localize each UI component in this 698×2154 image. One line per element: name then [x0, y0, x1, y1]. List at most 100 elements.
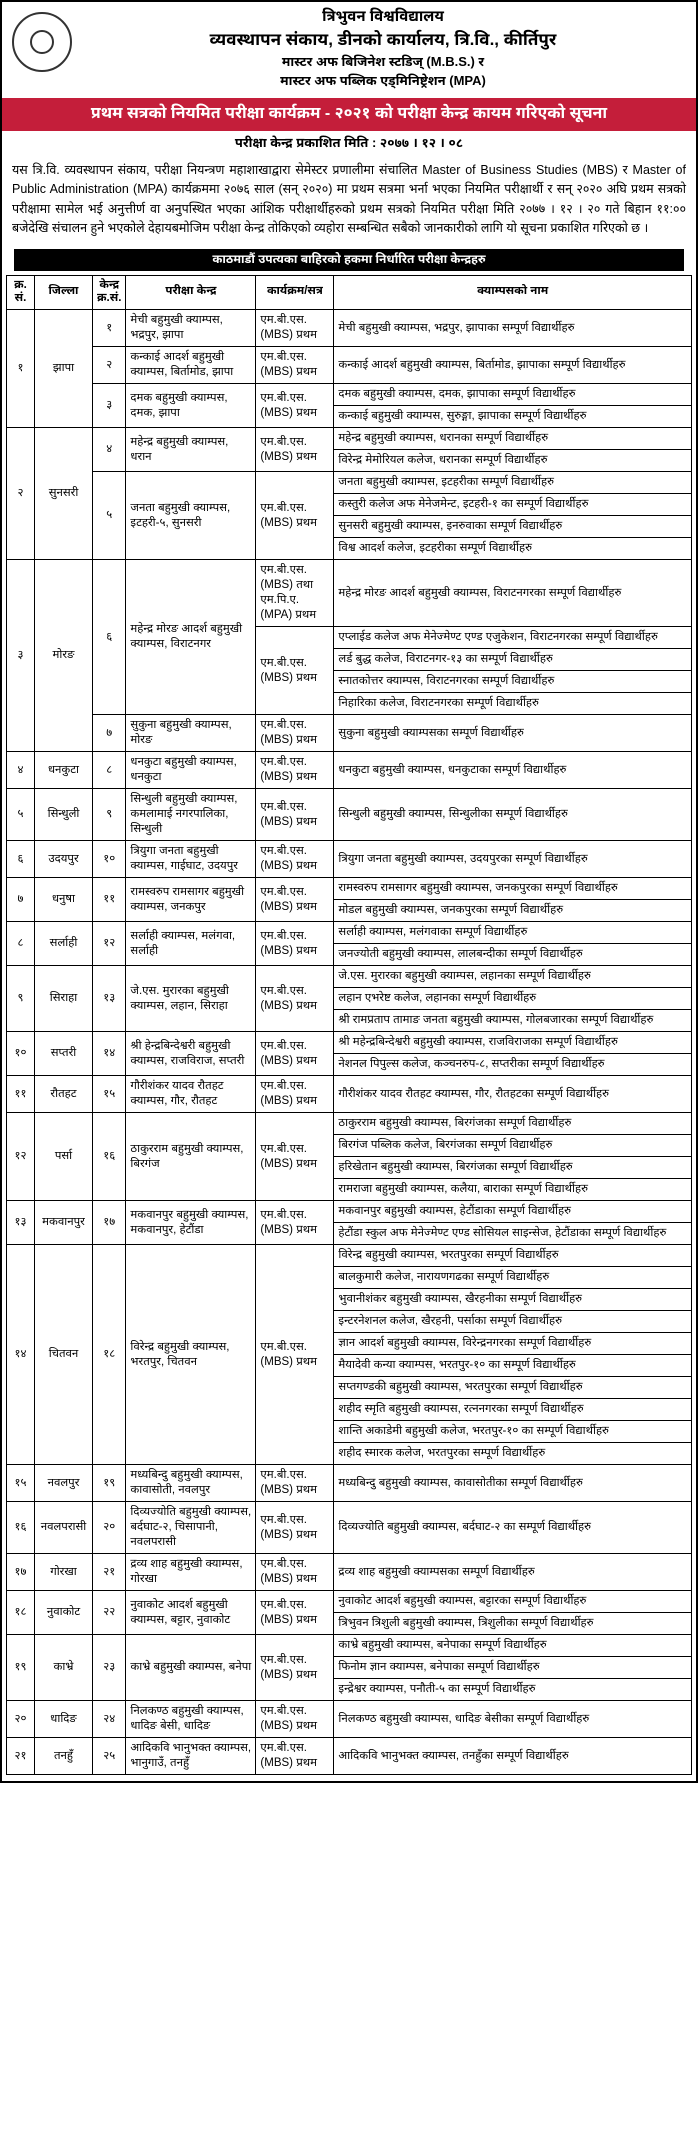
- cell-program: एम.बी.एस. (MBS) प्रथम: [256, 627, 334, 715]
- cell-campus: बालकुमारी कलेज, नारायणगढका सम्पूर्ण विद्…: [334, 1267, 692, 1289]
- cell-center: गौरीशंकर यादव रौतहट क्याम्पस, गौर, रौतहट: [126, 1076, 256, 1113]
- cell-program: एम.बी.एस. (MBS) प्रथम: [256, 789, 334, 841]
- cell-program: एम.बी.एस. (MBS) प्रथम: [256, 922, 334, 966]
- cell-campus: मोडल बहुमुखी क्याम्पस, जनकपुरका सम्पूर्ण…: [334, 900, 692, 922]
- cell-center: आदिकवि भानुभक्त क्याम्पस, भानुगाउँ, तनहु…: [126, 1738, 256, 1775]
- cell-sn: ९: [7, 966, 35, 1032]
- cell-sn: ७: [7, 878, 35, 922]
- notice-paragraph: यस त्रि.वि. व्यवस्थापन संकाय, परीक्षा नि…: [2, 157, 696, 247]
- cell-campus: रामस्वरुप रामसागर बहुमुखी क्याम्पस, जनकप…: [334, 878, 692, 900]
- table-row: २सुनसरी४महेन्द्र बहुमुखी क्याम्पस, धरानए…: [7, 428, 692, 450]
- cell-campus: निलकण्ठ बहुमुखी क्याम्पस, धादिङ बेसीका स…: [334, 1701, 692, 1738]
- cell-campus: जनता बहुमुखी क्याम्पस, इटहरीका सम्पूर्ण …: [334, 472, 692, 494]
- cell-campus: सर्लाही क्याम्पस, मलंगवाका सम्पूर्ण विद्…: [334, 922, 692, 944]
- table-header-row: क्र. सं. जिल्ला केन्द्र क्र.सं. परीक्षा …: [7, 275, 692, 310]
- cell-center: श्री हेन्द्रबिन्देश्वरी बहुमुखी क्याम्पस…: [126, 1032, 256, 1076]
- cell-campus: भुवानीशंकर बहुमुखी क्याम्पस, खैरहनीका सम…: [334, 1289, 692, 1311]
- cell-campus: जनज्योती बहुमुखी क्याम्पस, लालबन्दीका सम…: [334, 944, 692, 966]
- cell-district: उदयपुर: [35, 841, 93, 878]
- cell-program: एम.बी.एस. (MBS) प्रथम: [256, 1738, 334, 1775]
- cell-center: सिन्धुली बहुमुखी क्याम्पस, कमलामाई नगरपा…: [126, 789, 256, 841]
- cell-center-no: ८: [93, 752, 126, 789]
- cell-sn: ८: [7, 922, 35, 966]
- cell-district: नवलपरासी: [35, 1502, 93, 1554]
- cell-center-no: १३: [93, 966, 126, 1032]
- cell-campus: महेन्द्र मोरङ आदर्श बहुमुखी क्याम्पस, वि…: [334, 560, 692, 627]
- cell-program: एम.बी.एस. (MBS) प्रथम: [256, 384, 334, 428]
- table-row: २०धादिङ२४निलकण्ठ बहुमुखी क्याम्पस, धादिङ…: [7, 1701, 692, 1738]
- cell-center: त्रियुगा जनता बहुमुखी क्याम्पस, गाईघाट, …: [126, 841, 256, 878]
- table-row: २१तनहुँ२५आदिकवि भानुभक्त क्याम्पस, भानुग…: [7, 1738, 692, 1775]
- table-row: ६उदयपुर१०त्रियुगा जनता बहुमुखी क्याम्पस,…: [7, 841, 692, 878]
- cell-sn: १४: [7, 1245, 35, 1465]
- cell-sn: २: [7, 428, 35, 560]
- cell-campus: मेची बहुमुखी क्याम्पस, भद्रपुर, झापाका स…: [334, 310, 692, 347]
- cell-campus: बिरगंज पब्लिक कलेज, बिरगंजका सम्पूर्ण वि…: [334, 1135, 692, 1157]
- cell-center-no: १५: [93, 1076, 126, 1113]
- cell-sn: ३: [7, 560, 35, 752]
- cell-campus: सप्तगण्डकी बहुमुखी क्याम्पस, भरतपुरका सम…: [334, 1377, 692, 1399]
- cell-program: एम.बी.एस. (MBS) प्रथम: [256, 1701, 334, 1738]
- table-row: १८नुवाकोट२२नुवाकोट आदर्श बहुमुखी क्याम्प…: [7, 1591, 692, 1613]
- cell-program: एम.बी.एस. (MBS) प्रथम: [256, 715, 334, 752]
- cell-center-no: १७: [93, 1201, 126, 1245]
- cell-center: मध्यबिन्दु बहुमुखी क्याम्पस, कावासोती, न…: [126, 1465, 256, 1502]
- cell-district: धनुषा: [35, 878, 93, 922]
- cell-program: एम.बी.एस. (MBS) प्रथम: [256, 1502, 334, 1554]
- cell-campus: कस्तुरी कलेज अफ मेनेजमेन्ट, इटहरी-१ का स…: [334, 494, 692, 516]
- cell-campus: लहान एभरेष्ट कलेज, लहानका सम्पूर्ण विद्य…: [334, 988, 692, 1010]
- cell-sn: १३: [7, 1201, 35, 1245]
- cell-campus: नेशनल पिपुल्स कलेज, कञ्चनरुप-८, सप्तरीका…: [334, 1054, 692, 1076]
- cell-district: सर्लाही: [35, 922, 93, 966]
- table-row: १७गोरखा२१द्रव्य शाह बहुमुखी क्याम्पस, गो…: [7, 1554, 692, 1591]
- col-program: कार्यक्रम/सत्र: [256, 275, 334, 310]
- cell-center-no: २२: [93, 1591, 126, 1635]
- cell-center-no: २३: [93, 1635, 126, 1701]
- cell-center: ठाकुरराम बहुमुखी क्याम्पस, बिरगंज: [126, 1113, 256, 1201]
- program-line-2: मास्टर अफ पब्लिक एड्मिनिष्ट्रेशन (MPA): [80, 73, 686, 91]
- cell-campus: सुकुना बहुमुखी क्याम्पसका सम्पूर्ण विद्य…: [334, 715, 692, 752]
- office-name: व्यवस्थापन संकाय, डीनको कार्यालय, त्रि.व…: [80, 30, 686, 52]
- cell-sn: ४: [7, 752, 35, 789]
- cell-campus: सुनसरी बहुमुखी क्याम्पस, इनरुवाका सम्पूर…: [334, 516, 692, 538]
- cell-campus: शहीद स्मारक कलेज, भरतपुरका सम्पूर्ण विद्…: [334, 1443, 692, 1465]
- cell-campus: ज्ञान आदर्श बहुमुखी क्याम्पस, विरेन्द्रन…: [334, 1333, 692, 1355]
- cell-center-no: २१: [93, 1554, 126, 1591]
- cell-center: कन्काई आदर्श बहुमुखी क्याम्पस, बिर्तामोड…: [126, 347, 256, 384]
- table-row: १५नवलपुर१९मध्यबिन्दु बहुमुखी क्याम्पस, क…: [7, 1465, 692, 1502]
- cell-sn: १२: [7, 1113, 35, 1201]
- cell-district: गोरखा: [35, 1554, 93, 1591]
- cell-program: एम.बी.एस. (MBS) प्रथम: [256, 1113, 334, 1201]
- cell-center-no: ९: [93, 789, 126, 841]
- cell-center: मकवानपुर बहुमुखी क्याम्पस, मकवानपुर, हेट…: [126, 1201, 256, 1245]
- cell-center: नुवाकोट आदर्श बहुमुखी क्याम्पस, बट्टार, …: [126, 1591, 256, 1635]
- section-title: काठमाडौं उपत्यका बाहिरको हकमा निर्धारित …: [14, 249, 684, 271]
- cell-center: निलकण्ठ बहुमुखी क्याम्पस, धादिङ बेसी, धा…: [126, 1701, 256, 1738]
- cell-campus: त्रियुगा जनता बहुमुखी क्याम्पस, उदयपुरका…: [334, 841, 692, 878]
- cell-district: रौतहट: [35, 1076, 93, 1113]
- university-logo: [12, 12, 72, 72]
- cell-center-no: १०: [93, 841, 126, 878]
- cell-program: एम.बी.एस. (MBS) प्रथम: [256, 1032, 334, 1076]
- table-row: ९सिराहा१३जे.एस. मुरारका बहुमुखी क्याम्पस…: [7, 966, 692, 988]
- cell-center: रामस्वरुप रामसागर बहुमुखी क्याम्पस, जनकप…: [126, 878, 256, 922]
- cell-center: दमक बहुमुखी क्याम्पस, दमक, झापा: [126, 384, 256, 428]
- notice-title-bar: प्रथम सत्रको नियमित परीक्षा कार्यक्रम - …: [2, 98, 696, 131]
- cell-district: झापा: [35, 310, 93, 428]
- cell-program: एम.बी.एस. (MBS) प्रथम: [256, 1635, 334, 1701]
- table-row: १६नवलपरासी२०दिव्यज्योति बहुमुखी क्याम्पस…: [7, 1502, 692, 1554]
- cell-center-no: १६: [93, 1113, 126, 1201]
- cell-center: जनता बहुमुखी क्याम्पस, इटहरी-५, सुनसरी: [126, 472, 256, 560]
- cell-sn: १८: [7, 1591, 35, 1635]
- cell-center: सर्लाही क्याम्पस, मलंगवा, सर्लाही: [126, 922, 256, 966]
- cell-campus: धनकुटा बहुमुखी क्याम्पस, धनकुटाका सम्पूर…: [334, 752, 692, 789]
- cell-sn: ५: [7, 789, 35, 841]
- cell-program: एम.बी.एस. (MBS) तथा एम.पि.ए. (MPA) प्रथम: [256, 560, 334, 627]
- cell-campus: हरिखेतान बहुमुखी क्याम्पस, बिरगंजका सम्प…: [334, 1157, 692, 1179]
- cell-program: एम.बी.एस. (MBS) प्रथम: [256, 310, 334, 347]
- cell-sn: ६: [7, 841, 35, 878]
- document-border: त्रिभुवन विश्वविद्यालय व्यवस्थापन संकाय,…: [0, 0, 698, 1783]
- table-row: ३मोरङ६महेन्द्र मोरङ आदर्श बहुमुखी क्याम्…: [7, 560, 692, 627]
- cell-district: पर्सा: [35, 1113, 93, 1201]
- table-row: १३मकवानपुर१७मकवानपुर बहुमुखी क्याम्पस, म…: [7, 1201, 692, 1223]
